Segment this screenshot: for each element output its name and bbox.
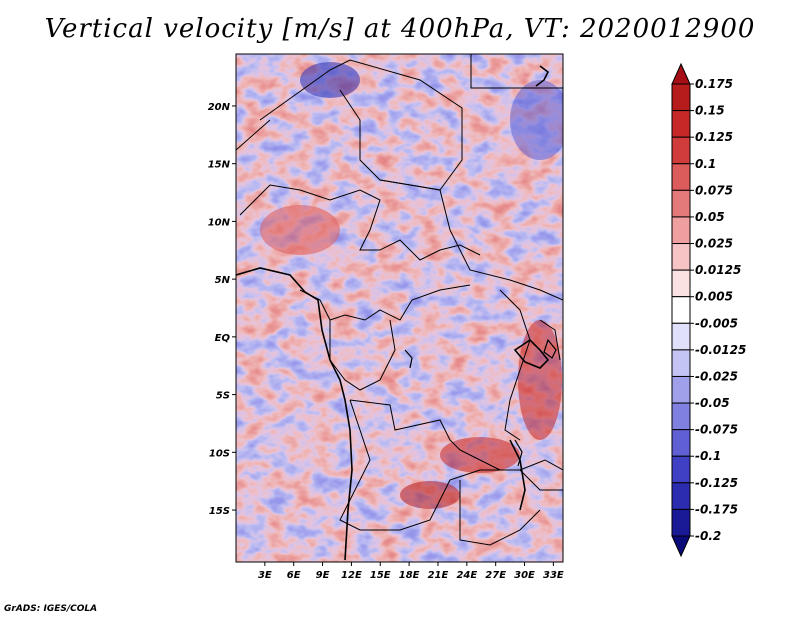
lat-tick-label: 15S [209, 506, 230, 517]
colorbar-segment [671, 62, 691, 85]
colorbar-label: 0.05 [695, 210, 725, 224]
colorbar-label: -0.175 [695, 502, 738, 516]
lat-tick-label: 10S [209, 448, 230, 459]
colorbar-segment [671, 455, 691, 484]
colorbar-label: 0.005 [695, 290, 733, 304]
colorbar-label: 0.075 [695, 183, 733, 197]
colorbar-label: -0.1 [695, 449, 721, 463]
colorbar: 0.175 0.15 0.125 0.1 0.075 0.05 0.025 0.0125 0.0… [671, 62, 746, 558]
colorbar-label: -0.125 [695, 476, 738, 490]
lon-tick-label: 3E [258, 570, 272, 581]
colorbar-label: 0.0125 [695, 263, 741, 277]
colorbar-segment [671, 163, 691, 191]
colorbar-label: -0.005 [695, 316, 738, 330]
colorbar-label: -0.2 [695, 529, 721, 543]
country-borders [236, 54, 563, 546]
colorbar-segment [671, 402, 691, 431]
longitude-axis: 3E 6E 9E 12E 15E 18E 21E 24E 27E 30E 33E [258, 562, 564, 581]
colorbar-label: 0.125 [695, 130, 733, 144]
colorbar-segment [671, 83, 691, 112]
lon-tick-label: 15E [370, 570, 391, 581]
colorbar-segment [671, 508, 691, 537]
colorbar-segment [671, 136, 691, 165]
colorbar-segment [671, 429, 691, 457]
lon-tick-label: 24E [456, 570, 477, 581]
lon-tick-label: 6E [287, 570, 301, 581]
colorbar-segment [671, 349, 691, 377]
lat-tick-label: 5S [216, 391, 230, 402]
plot-frame [235, 53, 564, 563]
lon-tick-label: 30E [514, 570, 535, 581]
grads-credit: GrADS: IGES/COLA [4, 604, 98, 614]
colorbar-segment [671, 375, 691, 404]
colorbar-segment [671, 296, 691, 324]
colorbar-segment [671, 216, 691, 245]
lon-tick-label: 18E [399, 570, 420, 581]
latitude-axis: 20N 15N 10N 5N EQ 5S 10S 15S [208, 102, 236, 517]
colorbar-label: -0.05 [695, 396, 730, 410]
lon-tick-label: 21E [428, 570, 449, 581]
colorbar-segment [671, 482, 691, 510]
velocity-field [236, 54, 563, 562]
colorbar-label: -0.075 [695, 423, 738, 437]
colorbar-segment [671, 322, 691, 351]
lon-tick-label: 9E [316, 570, 330, 581]
lat-tick-label: 10N [208, 217, 231, 228]
colorbar-segment [671, 189, 691, 218]
lon-tick-label: 27E [485, 570, 506, 581]
lakes [404, 338, 557, 467]
lat-tick-label: EQ [215, 333, 231, 344]
colorbar-segment [671, 269, 691, 298]
lon-tick-label: 33E [543, 570, 564, 581]
colorbar-label: 0.1 [695, 157, 716, 171]
colorbar-segment [671, 243, 691, 271]
colorbar-label: -0.0125 [695, 343, 746, 357]
lat-tick-label: 5N [215, 275, 231, 286]
colorbar-segment [671, 535, 691, 558]
lat-tick-label: 20N [208, 102, 231, 113]
colorbar-label: 0.025 [695, 237, 733, 251]
chart-title: Vertical velocity [m/s] at 400hPa, VT: 2… [44, 14, 756, 44]
coastlines [236, 65, 550, 561]
colorbar-segment [671, 110, 691, 138]
lon-tick-label: 12E [341, 570, 362, 581]
colorbar-label: 0.175 [695, 77, 733, 91]
lat-tick-label: 15N [208, 160, 231, 171]
colorbar-label: 0.15 [695, 104, 725, 118]
colorbar-label: -0.025 [695, 369, 738, 383]
